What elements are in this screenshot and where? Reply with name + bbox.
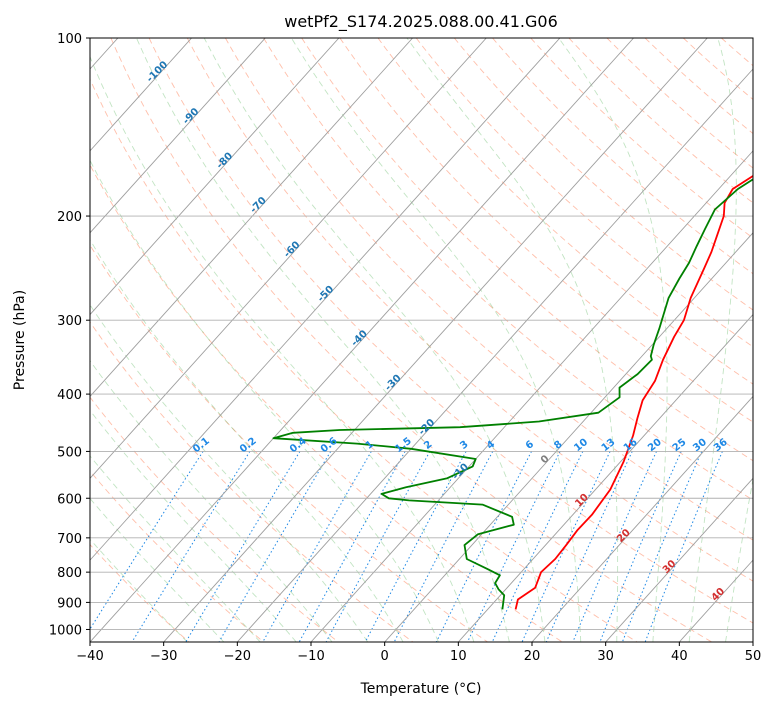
mixing-ratio-line bbox=[131, 451, 251, 642]
dry-adiabat-line bbox=[148, 38, 753, 624]
y-tick-label: 300 bbox=[57, 314, 82, 329]
dry-adiabat-line bbox=[568, 38, 753, 204]
mixing-ratio-line bbox=[325, 451, 431, 642]
moist-adiabat-line bbox=[203, 38, 546, 642]
moist-adiabat-line bbox=[688, 38, 737, 642]
isotherm-line bbox=[90, 38, 634, 642]
dry-adiabat-line bbox=[186, 38, 753, 582]
y-tick-label: 900 bbox=[57, 596, 82, 611]
moist-adiabat-line bbox=[725, 477, 753, 642]
x-tick-label: 10 bbox=[450, 649, 467, 664]
dry-adiabat-line bbox=[90, 163, 563, 642]
mixing-ratio-line bbox=[491, 451, 584, 642]
mixing-ratio-line bbox=[90, 451, 204, 630]
x-axis-label: Temperature (°C) bbox=[360, 681, 482, 697]
dry-adiabat-line bbox=[90, 396, 339, 642]
x-tick-label: 40 bbox=[671, 649, 688, 664]
isotherm-line bbox=[384, 232, 753, 642]
moist-adiabat-line bbox=[90, 55, 475, 642]
dry-adiabat-line bbox=[339, 38, 753, 423]
isotherm-line bbox=[90, 38, 266, 234]
mixing-ratio-line bbox=[545, 451, 633, 642]
isotherm-line bbox=[163, 38, 708, 642]
x-tick-label: −20 bbox=[224, 649, 251, 664]
isotherm-line bbox=[90, 38, 413, 398]
chart-title: wetPf2_S174.2025.088.00.41.G06 bbox=[284, 12, 558, 32]
y-tick-label: 200 bbox=[57, 210, 82, 225]
dry-adiabat-line bbox=[225, 38, 753, 541]
isotherm-line bbox=[457, 313, 753, 642]
y-tick-label: 500 bbox=[57, 445, 82, 460]
isotherm-line bbox=[90, 38, 192, 152]
y-axis-ticks: 100 200 300 400 500 600 700 800 900 1000 bbox=[49, 32, 90, 638]
mixing-ratio-line bbox=[218, 451, 332, 642]
isotherm-line bbox=[90, 38, 561, 561]
moist-adiabat-line bbox=[406, 38, 619, 642]
dry-adiabat-line bbox=[415, 38, 753, 348]
x-axis-ticks: −40 −30 −20 −10 0 10 20 30 40 50 bbox=[76, 642, 761, 664]
x-tick-label: 30 bbox=[597, 649, 614, 664]
x-tick-label: −10 bbox=[297, 649, 324, 664]
temperature-profile-line bbox=[514, 174, 753, 610]
mixing-ratio-line bbox=[262, 451, 372, 642]
isotherm-line bbox=[90, 38, 340, 316]
y-tick-label: 400 bbox=[57, 388, 82, 403]
x-tick-label: 20 bbox=[524, 649, 541, 664]
dry-adiabat-line bbox=[110, 38, 712, 642]
y-tick-label: 800 bbox=[57, 566, 82, 581]
moist-adiabat-line bbox=[90, 409, 297, 642]
moist-adiabat-line bbox=[90, 238, 404, 642]
isobar-gridlines bbox=[90, 38, 753, 630]
moist-adiabat-line bbox=[90, 159, 439, 642]
dry-adiabat-line bbox=[90, 321, 414, 642]
mixing-ratio-line bbox=[621, 451, 703, 642]
dry-adiabat-line bbox=[530, 38, 753, 239]
y-tick-label: 600 bbox=[57, 492, 82, 507]
mixing-ratio-line bbox=[467, 451, 561, 642]
sounding-series bbox=[272, 174, 753, 610]
dry-adiabat-line bbox=[90, 78, 638, 642]
x-tick-label: −30 bbox=[150, 649, 177, 664]
y-tick-label: 700 bbox=[57, 532, 82, 547]
isotherm-lines bbox=[90, 38, 753, 642]
x-tick-label: 0 bbox=[381, 649, 389, 664]
moist-adiabat-line bbox=[90, 360, 333, 642]
y-tick-label: 1000 bbox=[49, 623, 82, 638]
y-axis-label: Pressure (hPa) bbox=[12, 290, 28, 390]
moist-adiabat-line bbox=[558, 38, 668, 642]
x-tick-label: −40 bbox=[76, 649, 103, 664]
mixing-ratio-line bbox=[298, 451, 406, 642]
isotherm-line bbox=[531, 395, 753, 642]
moist-adiabat-line bbox=[136, 38, 510, 642]
isotherm-line bbox=[605, 477, 753, 642]
dry-adiabat-line bbox=[263, 38, 753, 501]
moist-adiabat-line bbox=[90, 304, 369, 642]
moist-adiabat-line bbox=[90, 455, 261, 642]
isotherm-line bbox=[90, 38, 487, 480]
isotherm-line bbox=[310, 150, 753, 642]
mixing-ratio-line bbox=[572, 451, 657, 642]
y-tick-label: 100 bbox=[57, 32, 82, 47]
mixing-ratio-line bbox=[185, 451, 301, 642]
isotherm-line bbox=[236, 68, 753, 642]
dewpoint-profile-line bbox=[272, 178, 753, 610]
mixing-ratio-line bbox=[364, 451, 467, 642]
dry-adiabat-line bbox=[90, 470, 264, 642]
dry-adiabat-line bbox=[377, 38, 753, 385]
dry-adiabat-line bbox=[90, 244, 488, 642]
x-tick-label: 50 bbox=[745, 649, 762, 664]
plot-frame bbox=[89, 37, 754, 643]
mixing-ratio-line bbox=[599, 451, 682, 642]
